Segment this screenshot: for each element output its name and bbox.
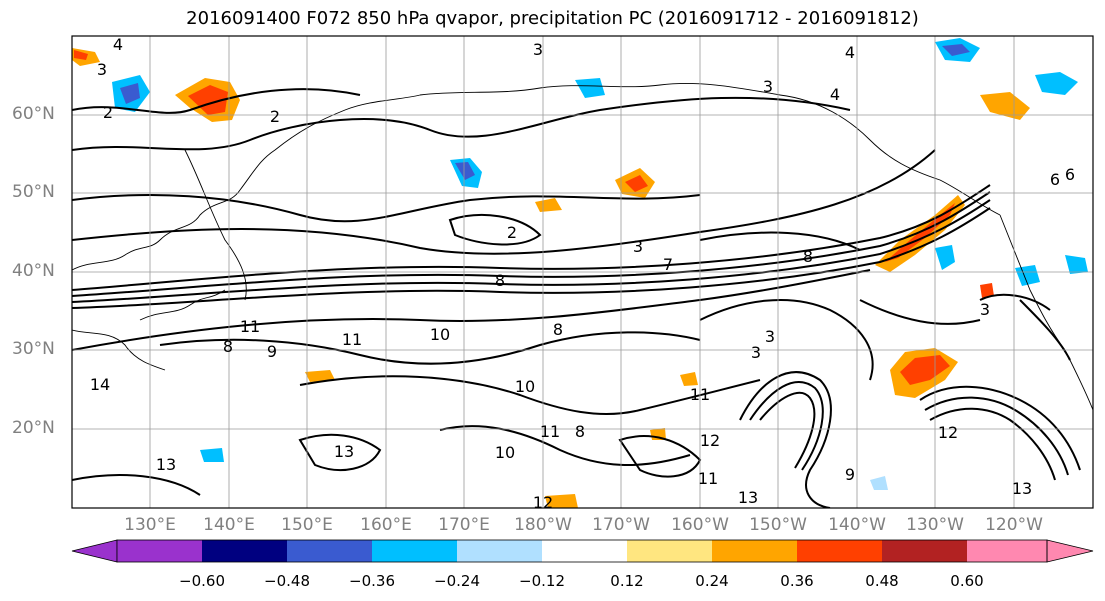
contour-label: 3	[533, 40, 543, 59]
contour-label: 13	[738, 488, 758, 507]
lon-label: 170°W	[592, 515, 650, 535]
contour-label: 6	[1065, 165, 1075, 184]
lon-label: 160°W	[671, 515, 729, 535]
contour-label: 2	[103, 103, 113, 122]
colorbar-tick-label: −0.24	[434, 572, 480, 590]
colorbar-extend-low	[71, 539, 118, 563]
colorbar	[71, 539, 1094, 563]
qvapor-contours	[72, 88, 1081, 508]
contour-label: 13	[1012, 479, 1032, 498]
contour-label: 13	[334, 442, 354, 461]
map-title: 2016091400 F072 850 hPa qvapor, precipit…	[186, 8, 919, 29]
lat-label: 50°N	[12, 182, 55, 202]
contour-label: 11	[240, 317, 260, 336]
contour-label: 3	[97, 60, 107, 79]
contour-label: 3	[765, 327, 775, 346]
lon-label: 180°W	[514, 515, 572, 535]
colorbar-frame	[116, 539, 1048, 563]
colorbar-segment	[372, 540, 457, 562]
gridlines	[72, 36, 1093, 508]
lat-label: 20°N	[12, 418, 55, 438]
colorbar-segment	[457, 540, 542, 562]
coastlines	[72, 83, 1093, 411]
colorbar-tick-label: −0.48	[264, 572, 310, 590]
colorbar-segment	[967, 540, 1047, 562]
contour-label: 9	[845, 465, 855, 484]
contour-label: 12	[533, 493, 553, 512]
colorbar-extend-high	[1046, 539, 1094, 563]
contour-label: 4	[845, 43, 855, 62]
contour-label: 4	[830, 85, 840, 104]
colorbar-tick-label: 0.12	[610, 572, 644, 590]
lon-label: 150°W	[749, 515, 807, 535]
contour-label: 14	[90, 375, 110, 394]
lon-label: 160°E	[360, 515, 412, 535]
contour-label: 3	[751, 343, 761, 362]
lon-label: 130°E	[124, 515, 176, 535]
contour-label: 2	[270, 107, 280, 126]
contour-labels: 4 3 3 2 2 3 4 4 2 3 8 11 10 8 8 9 11 10 …	[90, 35, 1075, 512]
colorbar-tick-label: 0.48	[865, 572, 899, 590]
contour-label: 2	[507, 223, 517, 242]
colorbar-segment	[117, 540, 202, 562]
contour-label: 3	[980, 300, 990, 319]
lon-label: 140°W	[828, 515, 886, 535]
lat-label: 30°N	[12, 339, 55, 359]
lon-label: 140°E	[203, 515, 255, 535]
contour-label: 11	[698, 469, 718, 488]
colorbar-tick-label: −0.12	[519, 572, 565, 590]
lon-label: 150°E	[281, 515, 333, 535]
contour-label: 11	[690, 385, 710, 404]
colorbar-segment	[882, 540, 967, 562]
contour-label: 11	[342, 330, 362, 349]
contour-label: 11	[540, 422, 560, 441]
contour-label: 10	[515, 377, 535, 396]
lon-label: 120°W	[985, 515, 1043, 535]
colorbar-tick-label: −0.36	[349, 572, 395, 590]
contour-label: 3	[763, 77, 773, 96]
contour-label: 3	[633, 237, 643, 256]
contour-label: 8	[495, 271, 505, 290]
contour-label: 12	[700, 431, 720, 450]
colorbar-tick-label: −0.60	[179, 572, 225, 590]
contour-label: 8	[553, 320, 563, 339]
colorbar-segment	[542, 540, 627, 562]
contour-label: 10	[430, 325, 450, 344]
contour-label: 9	[267, 342, 277, 361]
lat-label: 60°N	[12, 104, 55, 124]
lon-label: 130°W	[906, 515, 964, 535]
contour-label: 10	[495, 443, 515, 462]
map-frame	[71, 35, 1094, 509]
contour-label: 13	[156, 455, 176, 474]
lon-label: 170°E	[438, 515, 490, 535]
colorbar-tick-label: 0.36	[780, 572, 814, 590]
colorbar-segment	[287, 540, 372, 562]
colorbar-segment	[797, 540, 882, 562]
contour-label: 8	[803, 247, 813, 266]
colorbar-tick-label: 0.24	[695, 572, 729, 590]
colorbar-tick-label: 0.60	[950, 572, 984, 590]
contour-label: 8	[223, 337, 233, 356]
contour-label: 12	[938, 423, 958, 442]
lat-label: 40°N	[12, 261, 55, 281]
contour-label: 7	[663, 255, 673, 274]
colorbar-segment	[202, 540, 287, 562]
contour-label: 6	[1050, 170, 1060, 189]
colorbar-segment	[712, 540, 797, 562]
contour-label: 8	[575, 422, 585, 441]
contour-label: 4	[113, 35, 123, 54]
colorbar-segment	[627, 540, 712, 562]
